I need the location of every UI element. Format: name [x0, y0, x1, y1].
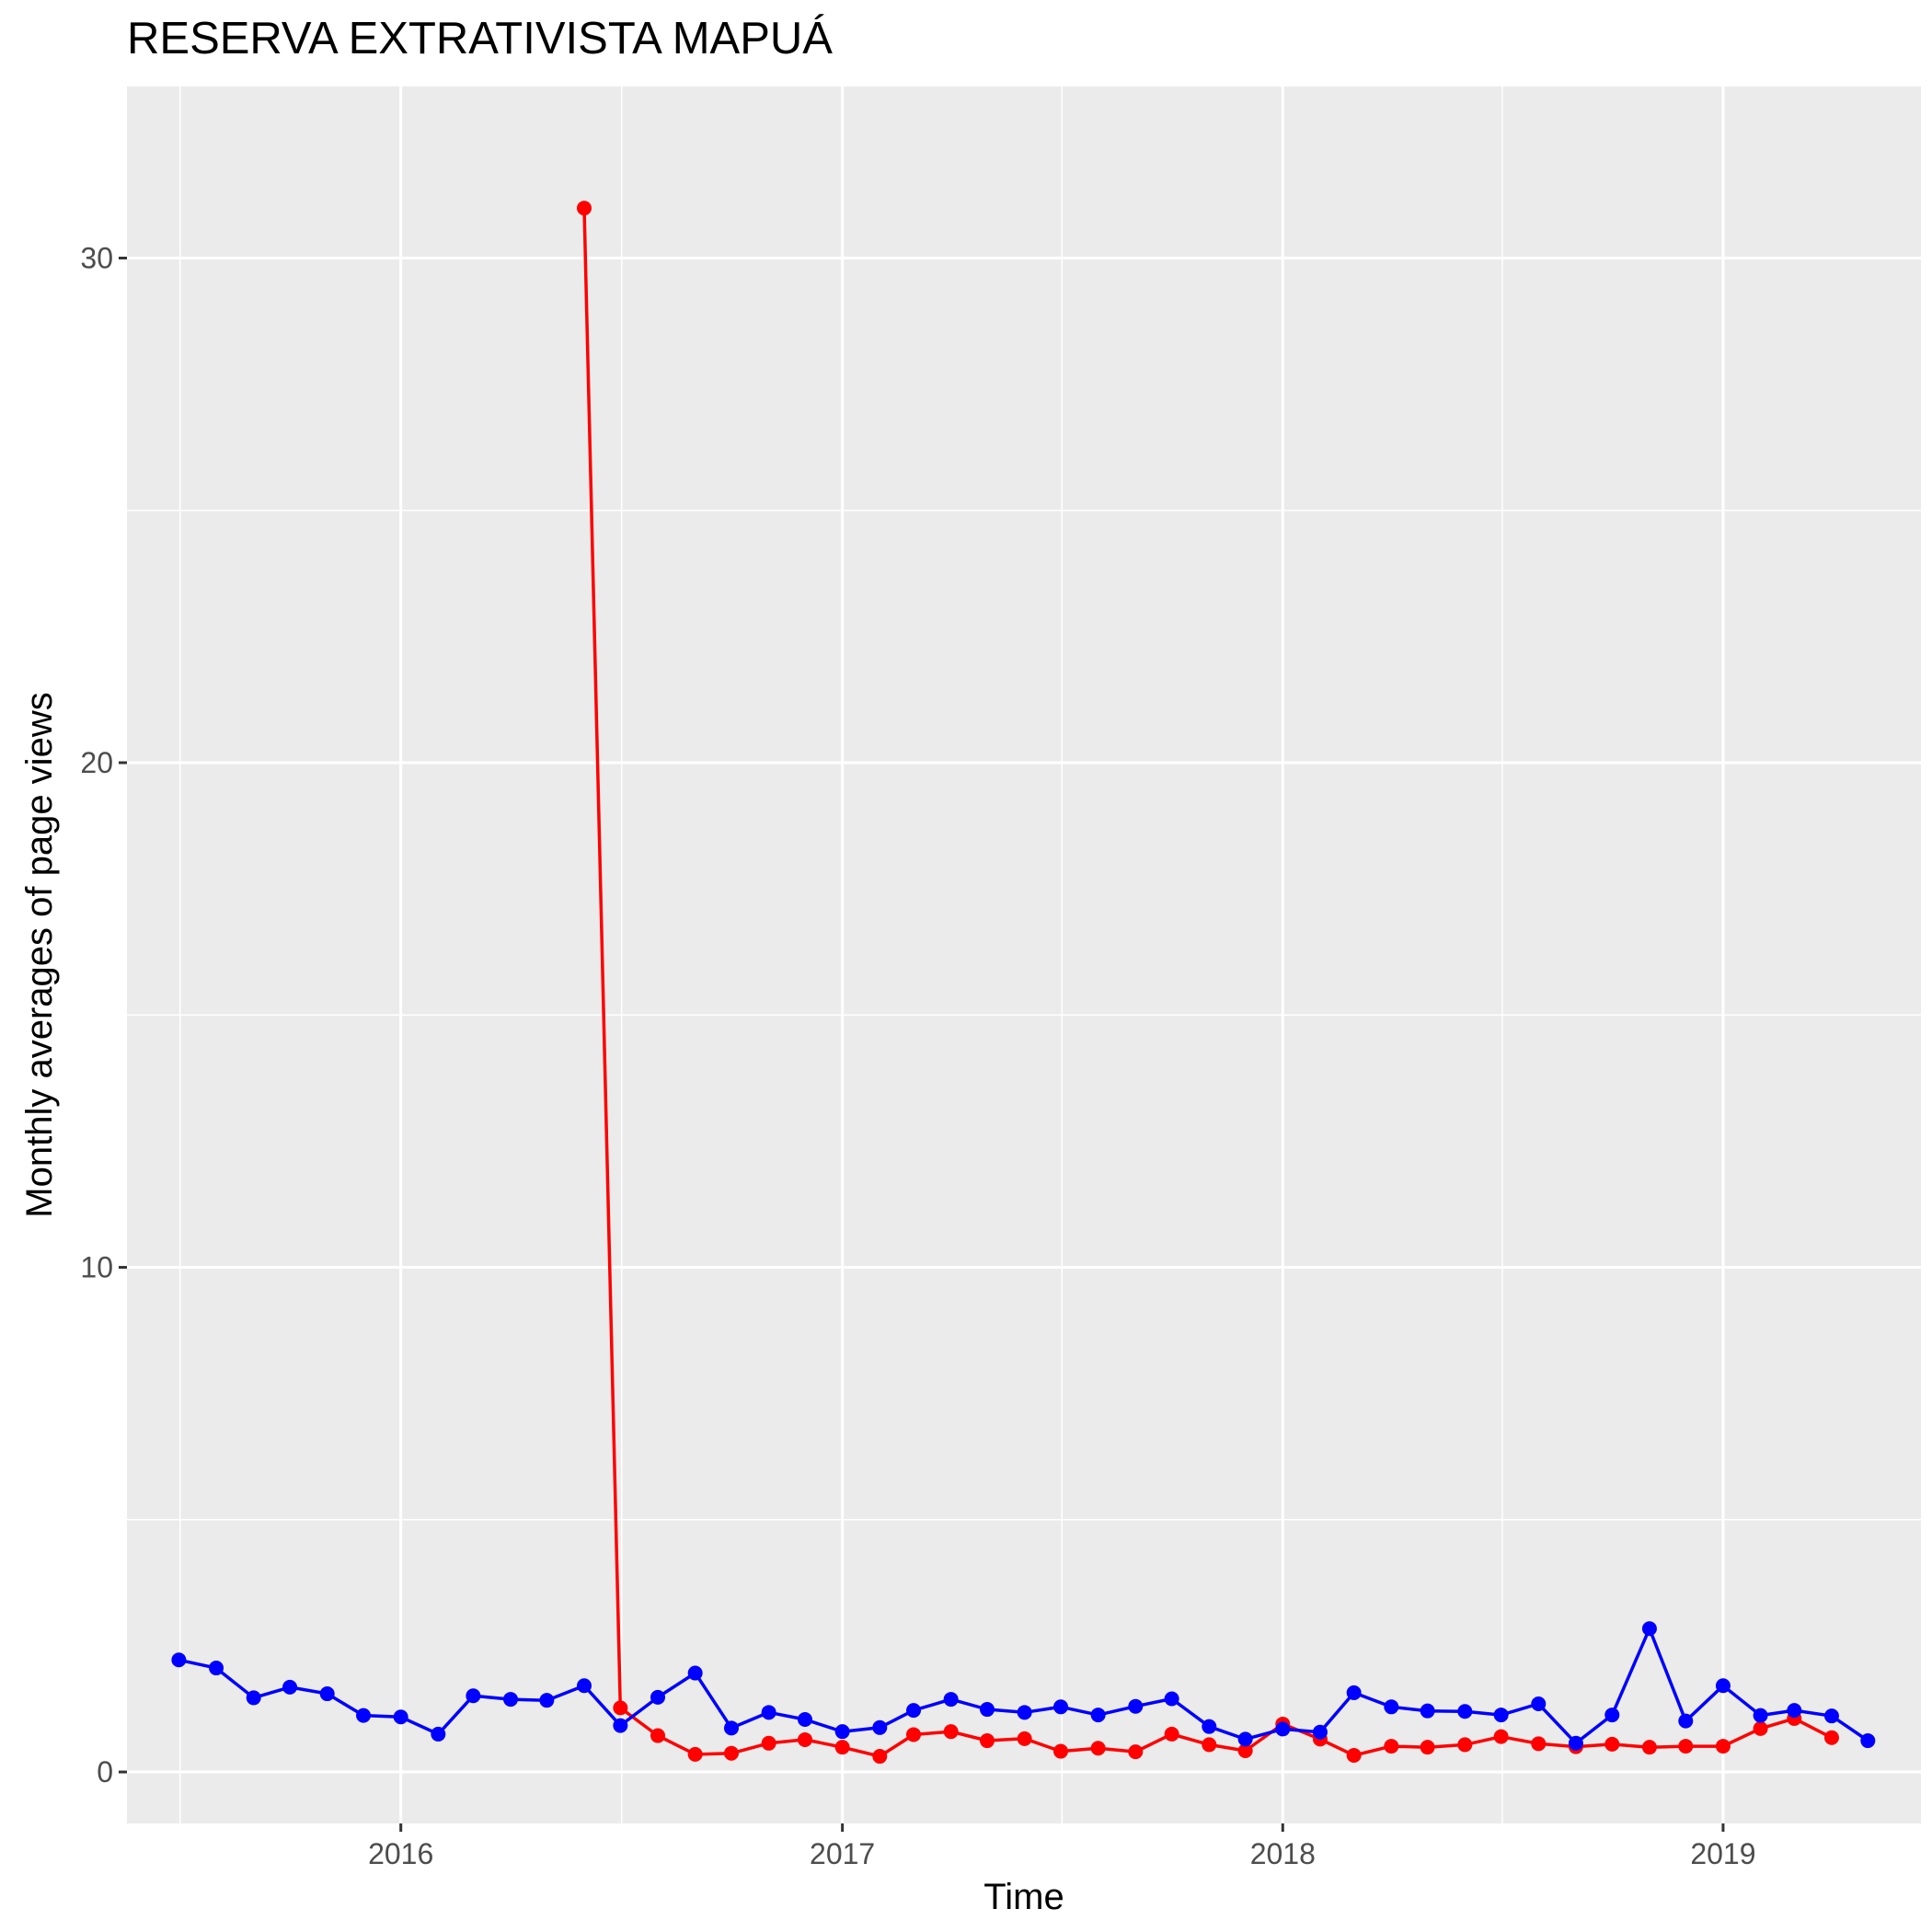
series-0-point [356, 1708, 372, 1723]
plot-panel [127, 86, 1921, 1823]
series-0-point [723, 1720, 739, 1736]
series-1-point [687, 1746, 703, 1762]
series-0-point [319, 1686, 335, 1702]
series-1-point [943, 1724, 959, 1740]
series-1-point [1017, 1731, 1032, 1746]
series-0-point [1493, 1708, 1509, 1723]
series-1-point [1823, 1730, 1839, 1745]
series-1-point [980, 1733, 995, 1749]
major-gridlines [127, 86, 1921, 1823]
series-layer [171, 201, 1876, 1765]
series-0-point [687, 1665, 703, 1681]
series-0-point [1715, 1678, 1731, 1694]
chart-title: RESERVA EXTRATIVISTA MAPUÁ [127, 14, 833, 63]
series-0-point [1457, 1704, 1473, 1719]
series-0-point [834, 1724, 850, 1740]
series-0-point [1052, 1699, 1068, 1715]
series-0-point [906, 1703, 922, 1719]
series-0-point [1860, 1733, 1876, 1749]
series-1-point [872, 1749, 888, 1765]
series-1-point [761, 1735, 776, 1751]
y-tick-label: 30 [80, 241, 113, 274]
series-1-point [650, 1728, 666, 1743]
axes: 0 10 20 30 2016 2017 2018 2019 [80, 241, 1755, 1870]
series-0-point [503, 1692, 519, 1708]
series-1-point [1604, 1736, 1620, 1752]
series-1-point [906, 1727, 922, 1742]
x-tick-label: 2019 [1690, 1837, 1755, 1870]
series-1-point [1641, 1740, 1657, 1755]
y-tick-label: 20 [80, 746, 113, 779]
x-axis-title: Time [983, 1877, 1064, 1917]
series-0-point [1017, 1705, 1032, 1720]
series-1-point [577, 201, 592, 216]
y-tick-label: 0 [97, 1755, 113, 1788]
x-tick-label: 2016 [368, 1837, 433, 1870]
series-1-point [1715, 1739, 1731, 1754]
series-0-point [943, 1692, 959, 1708]
series-1-point [613, 1700, 628, 1716]
series-0-point [613, 1718, 628, 1733]
series-0-point [1090, 1708, 1106, 1723]
series-0-point [1237, 1731, 1253, 1747]
series-0-point [1128, 1698, 1144, 1714]
series-1-point [834, 1740, 850, 1755]
series-0-point [1678, 1713, 1694, 1729]
series-1-point [1164, 1726, 1179, 1742]
series-0-point [1823, 1708, 1839, 1724]
series-1-point [1753, 1720, 1768, 1736]
series-1-point [1457, 1737, 1473, 1753]
series-0-point [466, 1688, 481, 1704]
x-tick-label: 2018 [1250, 1837, 1316, 1870]
series-1-point [1346, 1747, 1362, 1763]
series-0-point [171, 1652, 187, 1668]
series-0-point [1568, 1735, 1583, 1751]
series-0-point [1641, 1621, 1657, 1637]
series-0-point [1420, 1703, 1435, 1719]
series-0-point [1384, 1699, 1399, 1715]
series-1-point [1237, 1743, 1253, 1759]
series-1-point [1384, 1739, 1399, 1754]
series-1-point [1052, 1743, 1068, 1759]
series-0-point [1275, 1721, 1291, 1737]
series-1-point [1090, 1741, 1106, 1756]
series-0-point [761, 1705, 776, 1720]
series-1-point [1678, 1739, 1694, 1754]
series-0-point [393, 1709, 408, 1725]
series-0-point [246, 1690, 261, 1706]
series-1-point [723, 1745, 739, 1761]
series-0-point [1604, 1708, 1620, 1723]
series-1-point [797, 1731, 812, 1747]
series-1-point [1493, 1729, 1509, 1744]
series-0-point [431, 1726, 446, 1742]
y-axis-title: Monthly averages of page views [19, 692, 60, 1217]
series-0-point [797, 1712, 812, 1728]
series-0-point [539, 1693, 555, 1708]
series-0-point [577, 1678, 592, 1694]
x-tick-label: 2017 [810, 1837, 875, 1870]
series-1-point [1128, 1744, 1144, 1760]
series-0-point [1787, 1703, 1802, 1719]
series-0-point [282, 1679, 298, 1695]
series-0-point [1531, 1696, 1547, 1712]
minor-gridlines [127, 86, 1921, 1823]
y-tick-label: 10 [80, 1251, 113, 1284]
series-0-point [1202, 1719, 1217, 1734]
series-1-point [1420, 1740, 1435, 1755]
series-0-point [209, 1661, 224, 1676]
series-1-point [1531, 1736, 1547, 1752]
series-1-point [1202, 1737, 1217, 1753]
series-0-point [1312, 1724, 1328, 1740]
series-0-point [1164, 1691, 1179, 1707]
series-0-point [1753, 1708, 1768, 1723]
series-0-point [872, 1719, 888, 1735]
series-0-point [650, 1689, 666, 1705]
series-0-point [1346, 1685, 1362, 1700]
series-0-point [980, 1702, 995, 1718]
